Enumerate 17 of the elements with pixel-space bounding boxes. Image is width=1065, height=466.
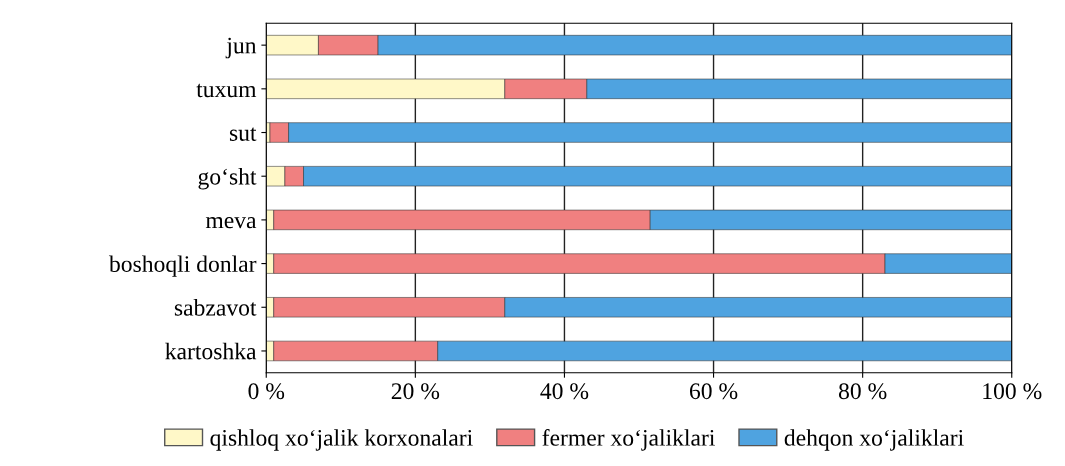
x-tick-label: 60 % [689,383,738,400]
y-tick-label: sabzavot [174,299,257,316]
legend-label: qishloq xo‘jalik korxonalari [210,429,473,451]
y-tick-label: jun [225,37,257,59]
legend-label: dehqon xo‘jaliklari [784,429,964,451]
x-tick-label: 80 % [838,383,887,400]
y-tick-label: tuxum [196,83,257,98]
x-tick-label: 0 % [248,383,285,400]
legend-label: fermer xo‘jaliklari [542,429,715,451]
x-tick-label: 40 % [540,383,589,400]
y-tick-label: go‘sht [198,168,257,190]
y-tick-label: boshoqli donlar [108,255,257,277]
y-tick-label: meva [205,216,257,229]
x-tick-label: 100 % [983,383,1042,400]
y-tick-label: sut [229,127,257,141]
y-tick-label: kartoshka [165,342,257,360]
x-tick-label: 20 % [391,383,440,400]
